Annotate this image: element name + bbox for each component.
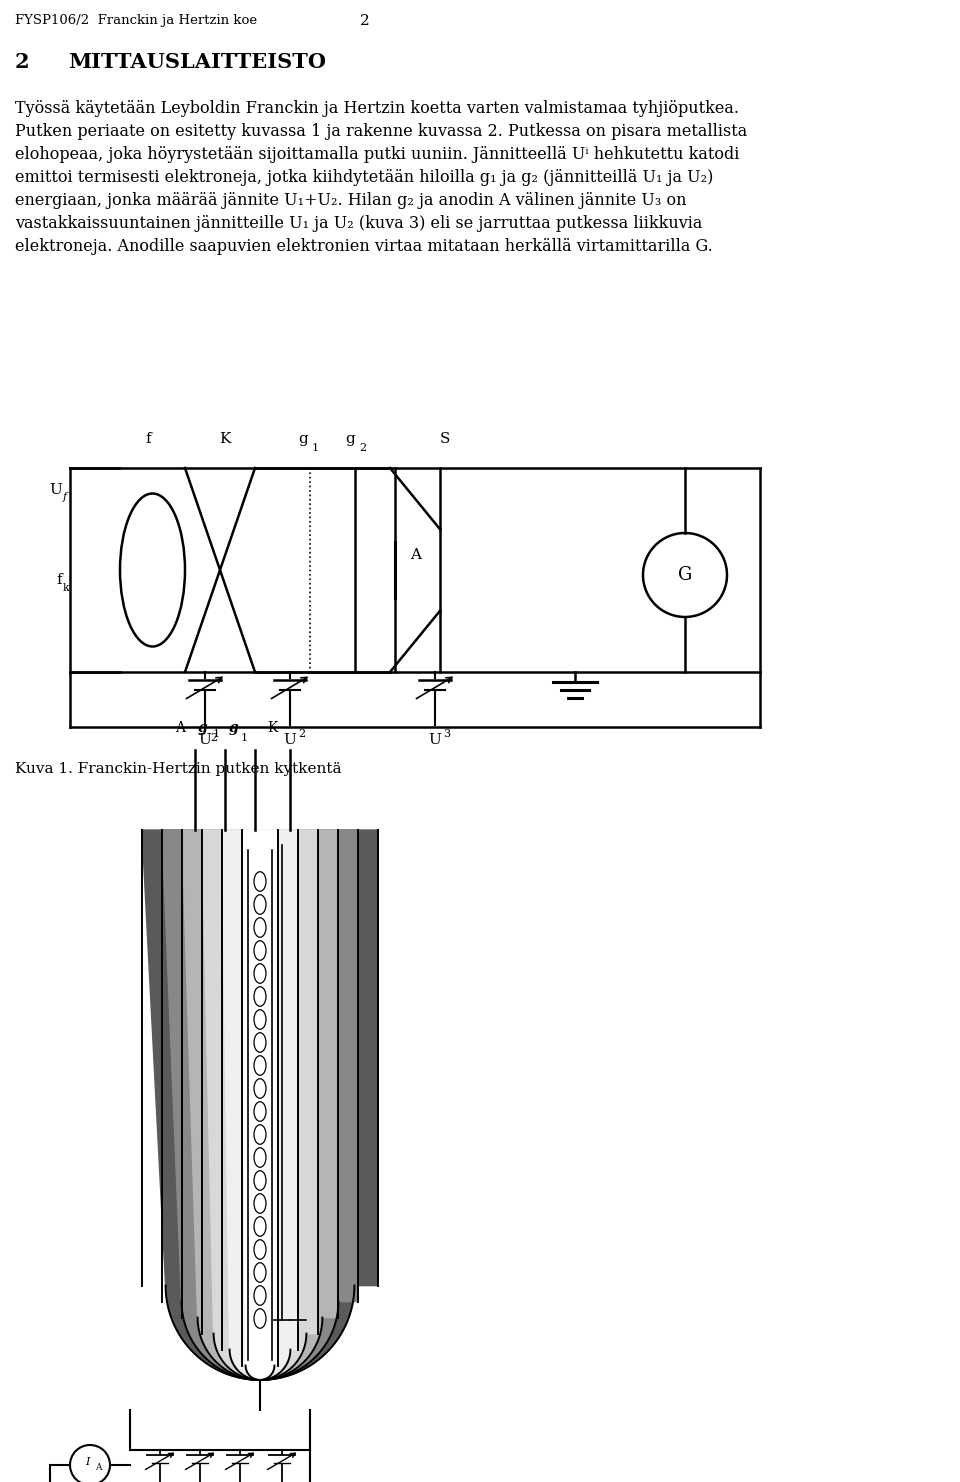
Text: G: G — [678, 566, 692, 584]
Text: U: U — [428, 734, 442, 747]
Text: U: U — [199, 734, 211, 747]
Bar — [248, 851, 272, 1360]
Polygon shape — [222, 830, 298, 1380]
Text: 2: 2 — [298, 729, 305, 740]
Text: A: A — [95, 1463, 102, 1472]
Text: g: g — [299, 431, 308, 446]
Text: f: f — [63, 492, 67, 502]
Polygon shape — [242, 830, 278, 1380]
Text: f: f — [145, 431, 151, 446]
Text: K: K — [219, 431, 230, 446]
Text: f: f — [57, 574, 62, 587]
Text: A: A — [410, 548, 421, 562]
Text: Kuva 1. Franckin-Hertzin putken kytkentä: Kuva 1. Franckin-Hertzin putken kytkentä — [15, 762, 342, 777]
Text: elektroneja. Anodille saapuvien elektronien virtaa mitataan herkällä virtamittar: elektroneja. Anodille saapuvien elektron… — [15, 239, 712, 255]
Text: 2: 2 — [210, 734, 217, 742]
Text: 3: 3 — [443, 729, 450, 740]
Polygon shape — [142, 830, 378, 1380]
Text: 2: 2 — [360, 13, 370, 28]
Text: U: U — [49, 483, 62, 496]
Text: 1: 1 — [213, 729, 220, 740]
Polygon shape — [162, 830, 358, 1380]
Text: g: g — [346, 431, 355, 446]
Text: emittoi termisesti elektroneja, jotka kiihdytetään hiloilla g₁ ja g₂ (jännitteil: emittoi termisesti elektroneja, jotka ki… — [15, 169, 713, 187]
Polygon shape — [182, 830, 338, 1380]
Text: k: k — [63, 582, 70, 593]
Text: I: I — [84, 1457, 89, 1467]
Text: g: g — [198, 722, 208, 735]
Text: 1: 1 — [241, 734, 248, 742]
Text: 2: 2 — [15, 52, 30, 73]
Text: vastakkaissuuntainen jännitteille U₁ ja U₂ (kuva 3) eli se jarruttaa putkessa li: vastakkaissuuntainen jännitteille U₁ ja … — [15, 215, 703, 233]
Text: Työssä käytetään Leyboldin Franckin ja Hertzin koetta varten valmistamaa tyhjiöp: Työssä käytetään Leyboldin Franckin ja H… — [15, 99, 739, 117]
Text: S: S — [440, 431, 450, 446]
Text: A: A — [175, 722, 185, 735]
Text: Putken periaate on esitetty kuvassa 1 ja rakenne kuvassa 2. Putkessa on pisara m: Putken periaate on esitetty kuvassa 1 ja… — [15, 123, 747, 139]
Text: 1: 1 — [312, 443, 319, 453]
Text: K: K — [267, 722, 277, 735]
Text: MITTAUSLAITTEISTO: MITTAUSLAITTEISTO — [68, 52, 326, 73]
Text: g: g — [229, 722, 239, 735]
Polygon shape — [202, 830, 318, 1380]
Text: elohopeaa, joka höyrystetään sijoittamalla putki uuniin. Jännitteellä Uⁱ hehkute: elohopeaa, joka höyrystetään sijoittamal… — [15, 147, 739, 163]
Text: FYSP106/2  Franckin ja Hertzin koe: FYSP106/2 Franckin ja Hertzin koe — [15, 13, 257, 27]
Text: energiaan, jonka määrää jännite U₁+U₂. Hilan g₂ ja anodin A välinen jännite U₃ o: energiaan, jonka määrää jännite U₁+U₂. H… — [15, 193, 686, 209]
Text: 2: 2 — [359, 443, 366, 453]
Text: U: U — [283, 734, 297, 747]
